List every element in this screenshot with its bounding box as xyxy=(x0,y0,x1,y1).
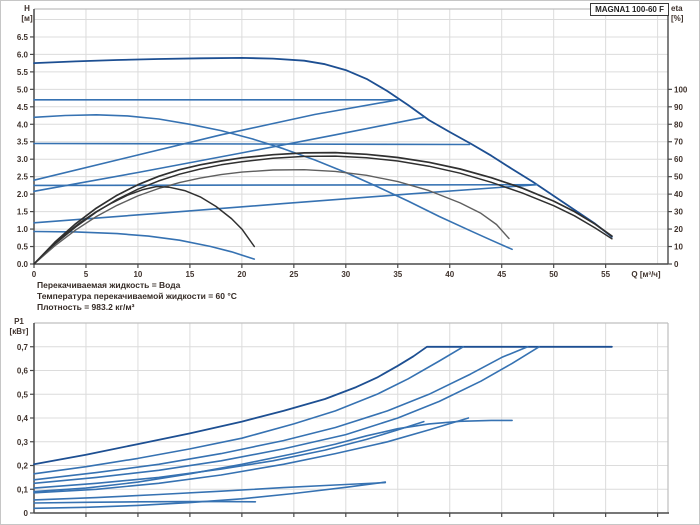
svg-text:6.5: 6.5 xyxy=(17,33,29,42)
prop-pressure-curve-1.2 xyxy=(33,183,538,224)
h-axis-label-unit: [м] xyxy=(21,14,33,23)
svg-text:15: 15 xyxy=(185,270,194,279)
svg-text:0,4: 0,4 xyxy=(17,414,29,423)
svg-text:0,6: 0,6 xyxy=(17,367,29,376)
svg-text:35: 35 xyxy=(393,270,402,279)
power-curve-9 xyxy=(33,500,257,504)
power-chart: 0 0,1 0,2 0,3 0,4 0,5 0,6 0,7 xyxy=(17,322,669,518)
svg-text:40: 40 xyxy=(445,270,454,279)
svg-text:0,5: 0,5 xyxy=(17,390,29,399)
eta-axis-label-unit: [%] xyxy=(671,14,684,23)
h-axis-label: H [м] xyxy=(17,4,37,24)
min-speed-curve xyxy=(33,230,256,260)
fluid-info: Перекачиваемая жидкость = Вода Температу… xyxy=(37,280,237,313)
svg-text:0: 0 xyxy=(674,260,679,269)
svg-text:1.5: 1.5 xyxy=(17,208,29,217)
svg-text:6.0: 6.0 xyxy=(17,50,29,59)
hq-efficiency-chart: 0 5 10 15 20 25 30 35 40 45 50 55 0.0 0.5 1.0 1.5 2.0 2.5… xyxy=(17,8,688,279)
svg-text:1.0: 1.0 xyxy=(17,225,29,234)
svg-text:25: 25 xyxy=(289,270,298,279)
svg-text:2.0: 2.0 xyxy=(17,190,29,199)
svg-text:5: 5 xyxy=(84,270,89,279)
svg-text:10: 10 xyxy=(674,243,683,252)
power-curve-4 xyxy=(33,345,540,485)
prop-pressure-curve-2.1 xyxy=(33,116,425,193)
p1-axis-label-symbol: P1 xyxy=(14,317,24,326)
power-curve-1 xyxy=(33,345,613,466)
svg-text:0: 0 xyxy=(32,270,37,279)
q-axis-label: Q [м³/ч] xyxy=(631,270,661,279)
svg-text:50: 50 xyxy=(549,270,558,279)
fluid-info-medium: Перекачиваемая жидкость = Вода xyxy=(37,280,181,290)
eta-axis-label-symbol: eta xyxy=(671,4,683,13)
svg-text:60: 60 xyxy=(674,155,683,164)
prop-pressure-curve-4.7 xyxy=(33,99,399,181)
svg-text:50: 50 xyxy=(674,173,683,182)
svg-text:90: 90 xyxy=(674,103,683,112)
svg-text:20: 20 xyxy=(237,270,246,279)
svg-text:70: 70 xyxy=(674,138,683,147)
p1-axis-label-unit: [кВт] xyxy=(9,327,29,336)
fluid-info-density: Плотность = 983.2 кг/м³ xyxy=(37,302,135,312)
svg-text:0,2: 0,2 xyxy=(17,462,29,471)
svg-text:20: 20 xyxy=(674,225,683,234)
efficiency-curve-2 xyxy=(33,155,613,265)
svg-text:10: 10 xyxy=(133,270,142,279)
svg-text:3.0: 3.0 xyxy=(17,155,29,164)
pump-title-box: MAGNA1 100-60 F xyxy=(590,3,669,16)
svg-text:30: 30 xyxy=(341,270,350,279)
power-curve-6 xyxy=(33,419,513,493)
efficiency-curve-1 xyxy=(33,151,613,265)
efficiency-curve-4 xyxy=(33,185,256,265)
svg-text:5.5: 5.5 xyxy=(17,68,29,77)
svg-text:100: 100 xyxy=(674,85,688,94)
svg-text:5.0: 5.0 xyxy=(17,85,29,94)
power-curve-7 xyxy=(33,417,470,494)
svg-text:0.0: 0.0 xyxy=(17,260,29,269)
svg-text:40: 40 xyxy=(674,190,683,199)
p1-axis-label: P1 [кВт] xyxy=(5,317,33,337)
svg-text:45: 45 xyxy=(497,270,506,279)
svg-text:2.5: 2.5 xyxy=(17,173,29,182)
fluid-info-temperature: Температура перекачиваемой жидкости = 60… xyxy=(37,291,237,301)
svg-text:0: 0 xyxy=(24,509,29,518)
power-curve-8 xyxy=(33,481,387,501)
efficiency-curve-3 xyxy=(33,168,510,265)
svg-text:0,7: 0,7 xyxy=(17,343,29,352)
max-speed-curve xyxy=(33,57,613,238)
power-curve-2 xyxy=(33,345,465,475)
svg-text:0,1: 0,1 xyxy=(17,485,29,494)
svg-text:4.0: 4.0 xyxy=(17,120,29,129)
svg-text:55: 55 xyxy=(601,270,610,279)
svg-text:30: 30 xyxy=(674,208,683,217)
const-pressure-curve-2.25 xyxy=(33,183,538,187)
pump-curve-2 xyxy=(33,114,513,251)
power-curve-5 xyxy=(33,420,425,489)
svg-text:80: 80 xyxy=(674,120,683,129)
svg-text:0,3: 0,3 xyxy=(17,438,29,447)
svg-text:0.5: 0.5 xyxy=(17,243,29,252)
svg-text:4.5: 4.5 xyxy=(17,103,29,112)
const-pressure-curve-3.45 xyxy=(33,142,471,146)
power-curve-10 xyxy=(33,481,387,510)
eta-axis-label: eta [%] xyxy=(671,4,697,24)
svg-text:3.5: 3.5 xyxy=(17,138,29,147)
power-curve-3 xyxy=(33,345,529,481)
h-axis-label-symbol: H xyxy=(24,4,30,13)
